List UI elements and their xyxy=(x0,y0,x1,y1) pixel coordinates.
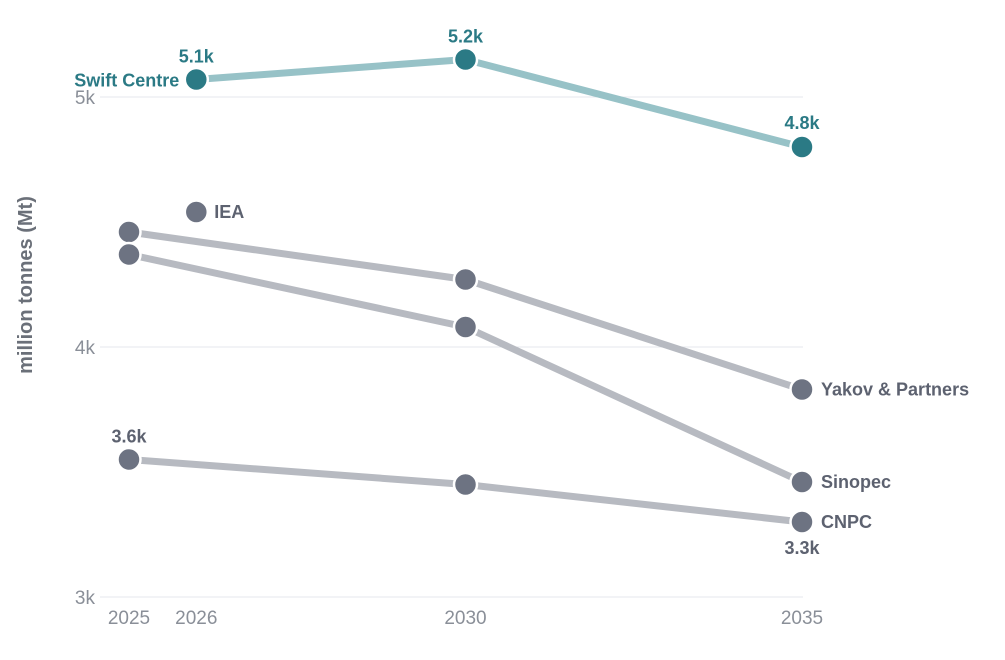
data-point-iea[interactable] xyxy=(183,199,210,225)
series-label-iea: IEA xyxy=(214,202,244,222)
data-point-yakov-partners[interactable] xyxy=(789,376,815,403)
data-point-sinopec[interactable] xyxy=(789,469,815,495)
grid-layer xyxy=(100,96,803,598)
series-line-swift-centre xyxy=(192,56,806,151)
y-tick-label: 5k xyxy=(75,88,96,109)
data-point-cnpc[interactable] xyxy=(452,471,479,498)
data-point-swift-centre[interactable] xyxy=(452,46,479,73)
axis-layer: million tonnes (Mt) 3k 4k 5k 2025 2026 2030 20… xyxy=(15,88,823,629)
series-label-cnpc: CNPC xyxy=(821,512,872,532)
y-tick-label: 3k xyxy=(75,588,96,609)
series-line-yakov-partners xyxy=(125,228,806,393)
y-axis-title: million tonnes (Mt) xyxy=(15,196,37,374)
data-label-cnpc: 3.3k xyxy=(784,538,820,558)
data-point-cnpc[interactable] xyxy=(789,509,815,535)
point-layer xyxy=(116,46,815,535)
series-label-swift-centre: Swift Centre xyxy=(74,71,179,91)
data-point-yakov-partners[interactable] xyxy=(452,266,479,293)
y-tick-label: 4k xyxy=(75,338,96,359)
series-label-sinopec: Sinopec xyxy=(821,472,891,492)
x-tick-label: 2025 xyxy=(108,608,150,629)
data-label-cnpc: 3.6k xyxy=(111,427,147,447)
x-tick-label: 2026 xyxy=(175,608,217,629)
x-tick-label: 2035 xyxy=(781,608,823,629)
data-point-swift-centre[interactable] xyxy=(183,66,210,93)
data-label-swift-centre: 4.8k xyxy=(784,113,820,133)
data-point-sinopec[interactable] xyxy=(452,314,479,340)
data-point-yakov-partners[interactable] xyxy=(116,219,142,245)
data-point-sinopec[interactable] xyxy=(116,241,142,268)
data-label-swift-centre: 5.2k xyxy=(448,27,484,47)
data-point-swift-centre[interactable] xyxy=(789,134,815,160)
series-label-yakov-partners: Yakov & Partners xyxy=(821,380,969,400)
data-label-swift-centre: 5.1k xyxy=(179,47,215,67)
data-point-cnpc[interactable] xyxy=(116,446,142,473)
x-tick-label: 2030 xyxy=(444,608,486,629)
